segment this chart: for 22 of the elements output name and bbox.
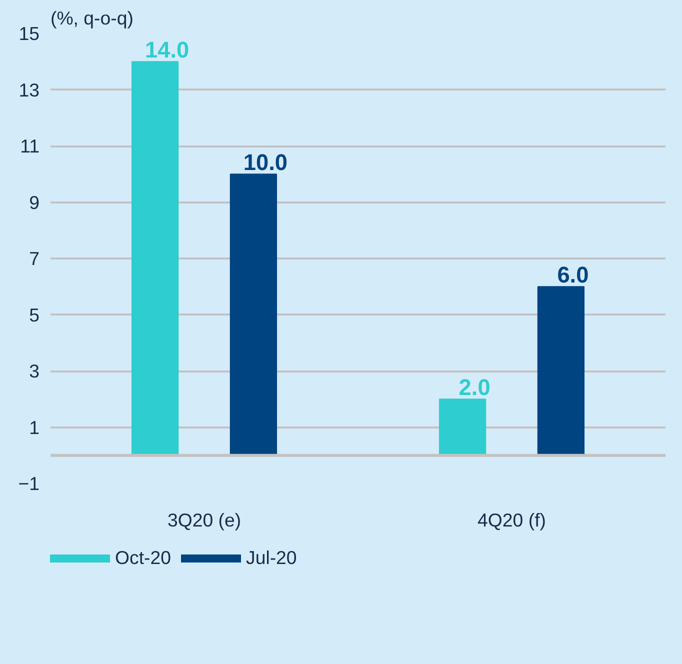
y-tick-label: 13 (18, 79, 40, 100)
y-tick-label: 9 (29, 192, 40, 213)
y-tick-label: 3 (29, 360, 40, 382)
y-axis-title: (%, q-o-q) (50, 8, 134, 28)
bar (537, 286, 585, 456)
y-tick-label: 5 (29, 304, 40, 326)
bar (131, 61, 179, 456)
x-tick-label: 4Q20 (f) (478, 510, 546, 530)
y-tick-label: 7 (29, 248, 40, 269)
y-tick-label: 1 (29, 416, 40, 438)
y-tick-label: 15 (18, 23, 40, 44)
bar (438, 398, 486, 456)
legend-label: Oct-20 (115, 547, 171, 569)
y-tick-label: −1 (18, 473, 40, 494)
bar (230, 174, 278, 456)
data-label: 14.0 (145, 36, 190, 63)
data-label: 2.0 (458, 374, 490, 400)
legend-label: Jul-20 (246, 547, 297, 569)
data-label: 10.0 (243, 149, 288, 176)
data-label: 6.0 (557, 262, 589, 288)
y-tick-label: 11 (20, 136, 40, 156)
x-tick-label: 3Q20 (e) (167, 510, 242, 530)
